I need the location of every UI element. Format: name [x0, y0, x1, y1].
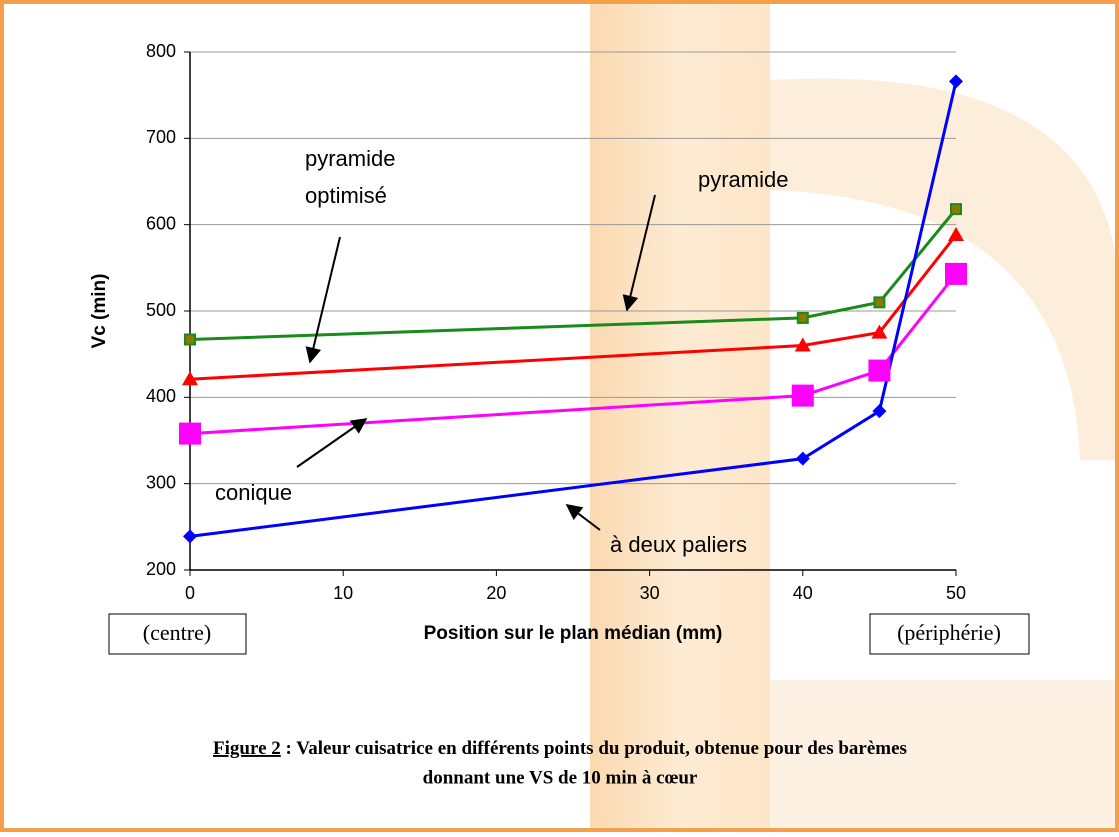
caption-label: Figure 2	[213, 738, 281, 759]
marker	[182, 371, 198, 386]
x-note: (centre)	[143, 620, 211, 645]
y-tick-label: 400	[146, 386, 176, 406]
arrow	[565, 504, 601, 531]
marker	[184, 333, 196, 346]
series-line	[189, 272, 958, 436]
arrow	[622, 194, 656, 312]
y-tick-label: 500	[146, 300, 176, 320]
caption: Figure 2 : Valeur cuisatrice en différen…	[213, 738, 907, 759]
y-tick-label: 600	[146, 213, 176, 233]
note-box	[108, 613, 247, 655]
marker	[179, 422, 201, 445]
marker	[950, 203, 962, 216]
y-axis-title: Vc (min)	[89, 274, 110, 349]
background-band	[590, 0, 770, 832]
plot-area: 200 300 400 500 600 700 800 0 10 20 30 40 50	[146, 41, 967, 603]
x-tick-label: 50	[946, 583, 966, 603]
annotation: optimisé	[305, 183, 387, 208]
marker	[868, 359, 891, 382]
x-tick-label: 0	[185, 583, 195, 603]
background-shape	[770, 680, 1119, 832]
marker	[873, 296, 886, 309]
marker	[945, 262, 967, 285]
y-tick-label: 800	[146, 41, 176, 61]
marker	[183, 529, 197, 544]
caption-text: donnant une VS de 10 min à cœur	[423, 767, 698, 788]
y-tick-label: 300	[146, 472, 176, 492]
series-line	[189, 208, 958, 341]
note-box	[869, 613, 1030, 655]
x-tick-label: 30	[640, 583, 660, 603]
y-tick-label: 700	[146, 127, 176, 147]
marker	[949, 74, 963, 89]
series-line	[189, 81, 958, 538]
marker	[791, 384, 814, 407]
x-note: (périphérie)	[897, 620, 1001, 645]
annotation: pyramide	[305, 146, 395, 171]
y-tick-label: 200	[146, 559, 176, 579]
marker	[871, 324, 888, 339]
marker	[795, 451, 810, 466]
x-tick-label: 10	[333, 583, 353, 603]
x-tick-label: 40	[793, 583, 813, 603]
annotation: conique	[215, 480, 292, 505]
marker	[872, 404, 887, 419]
marker	[948, 227, 964, 242]
x-axis-title: Position sur le plan médian (mm)	[424, 623, 723, 644]
series-line	[189, 234, 958, 381]
x-tick-label: 20	[486, 583, 506, 603]
annotation: pyramide	[698, 167, 788, 192]
arrow	[305, 236, 341, 364]
marker	[794, 337, 811, 352]
caption-text: : Valeur cuisatrice en différents points…	[281, 738, 907, 759]
annotation: à deux paliers	[610, 532, 747, 557]
arrow	[296, 418, 368, 468]
background-shape	[770, 78, 1119, 460]
marker	[796, 311, 809, 324]
